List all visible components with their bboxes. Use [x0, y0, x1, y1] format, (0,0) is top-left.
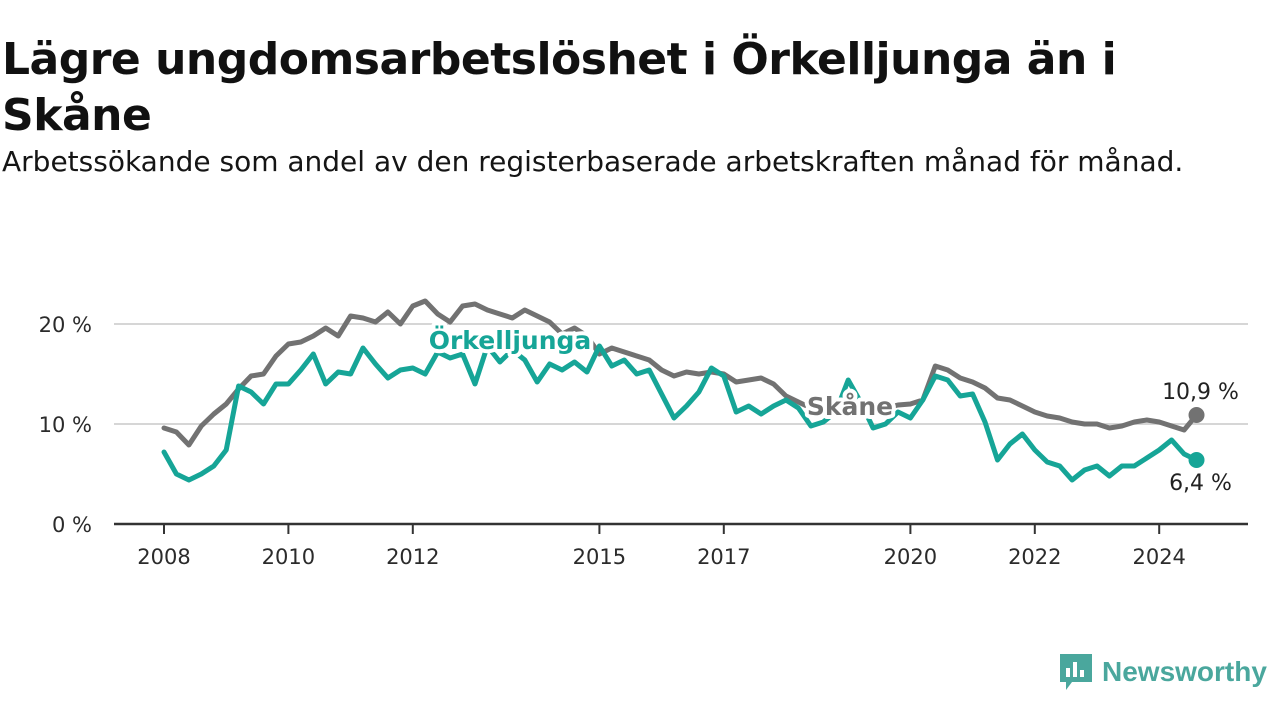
series-label-orkelljunga: Örkelljunga	[429, 325, 592, 355]
grid-lines	[114, 323, 1248, 526]
series-lines	[161, 298, 1205, 483]
chart-title: Lägre ungdomsarbetslöshet i Örkelljunga …	[2, 34, 1117, 141]
x-axis: 2008 2010 2012 2015 2017 2020 2022 2024	[137, 524, 1186, 569]
brand-name: Newsworthy	[1102, 656, 1267, 687]
y-tick-label: 10 %	[39, 413, 92, 437]
x-tick-label: 2024	[1132, 545, 1185, 569]
endpoint-marker-orkelljunga	[1188, 452, 1205, 468]
chart-subtitle: Arbetssökande som andel av den registerb…	[2, 145, 1184, 178]
series-line-skane	[161, 298, 1199, 448]
series-label-halo-skane: Skåne	[807, 392, 893, 421]
x-tick-label: 2010	[262, 545, 315, 569]
endpoint-marker-skane	[1188, 407, 1205, 423]
x-tick-label: 2017	[697, 545, 750, 569]
series-line-orkelljunga	[161, 343, 1199, 483]
x-tick-label: 2020	[884, 545, 937, 569]
x-tick-label: 2022	[1008, 545, 1061, 569]
end-value-label-orkelljunga: 6,4 %	[1169, 471, 1232, 496]
x-tick-label: 2012	[386, 545, 439, 569]
y-tick-label: 20 %	[39, 313, 92, 337]
end-value-label-skane: 10,9 %	[1162, 380, 1239, 405]
newsworthy-logo: Newsworthy	[1058, 652, 1267, 692]
x-tick-label: 2008	[137, 545, 190, 569]
y-axis: 0 % 10 % 20 %	[39, 313, 92, 537]
series-label-halo-orkelljunga: Örkelljunga	[429, 325, 592, 355]
series-label-skane: Skåne	[807, 392, 893, 421]
bar-chart-logo-icon	[1060, 654, 1092, 690]
x-tick-label: 2015	[573, 545, 626, 569]
y-tick-label: 0 %	[52, 513, 92, 537]
